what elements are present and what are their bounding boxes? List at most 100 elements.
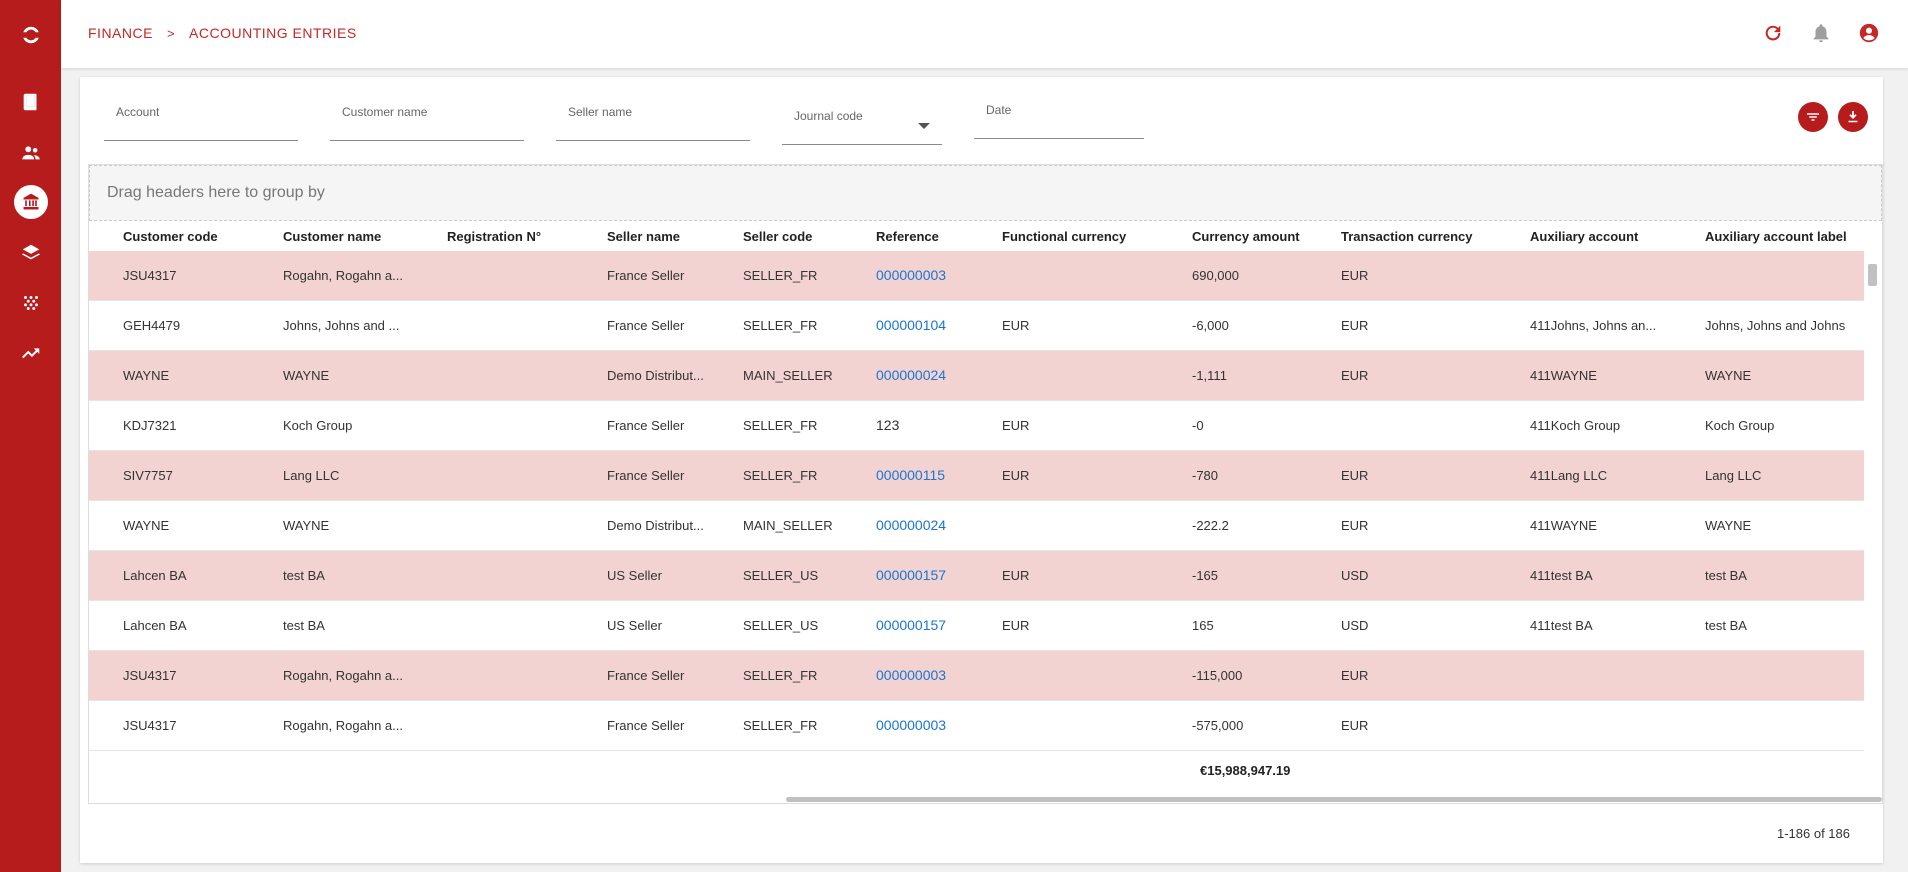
seller-name-filter-label: Seller name <box>568 105 633 119</box>
cell-transaction-currency: EUR <box>1341 718 1369 733</box>
cell-reference-link[interactable]: 000000104 <box>876 317 947 333</box>
cell-currency-amount: 690,000 <box>1192 268 1239 283</box>
column-header[interactable]: Seller code <box>743 229 813 244</box>
column-header[interactable]: Transaction currency <box>1341 229 1473 244</box>
cell-auxiliary-account: 411WAYNE <box>1530 518 1597 533</box>
cell-functional-currency: EUR <box>1002 318 1030 333</box>
table-row[interactable]: WAYNE WAYNE Demo Distribut... MAIN_SELLE… <box>89 351 1864 401</box>
cell-auxiliary-account-label: test BA <box>1705 618 1747 633</box>
cell-customer-code: JSU4317 <box>123 268 177 283</box>
cell-seller-name: Demo Distribut... <box>607 518 704 533</box>
account-icon[interactable] <box>1856 20 1882 46</box>
filters-bar: Account Customer name Seller name Journa… <box>80 77 1883 153</box>
table-row[interactable]: GEH4479 Johns, Johns and ... France Sell… <box>89 301 1864 351</box>
cell-customer-name: test BA <box>283 568 325 583</box>
column-header[interactable]: Seller name <box>607 229 680 244</box>
book-icon[interactable] <box>0 82 61 122</box>
cell-reference-link[interactable]: 000000003 <box>876 267 947 283</box>
column-header[interactable]: Auxiliary account <box>1530 229 1639 244</box>
table-row[interactable]: WAYNE WAYNE Demo Distribut... MAIN_SELLE… <box>89 501 1864 551</box>
cell-transaction-currency: USD <box>1341 568 1369 583</box>
chevron-down-icon[interactable] <box>918 123 930 129</box>
cell-functional-currency: EUR <box>1002 618 1030 633</box>
cell-currency-amount: -222.2 <box>1192 518 1229 533</box>
column-header[interactable]: Customer name <box>283 229 382 244</box>
column-header[interactable]: Registration N° <box>447 229 542 244</box>
bank-icon[interactable] <box>0 182 61 222</box>
cell-customer-code: KDJ7321 <box>123 418 177 433</box>
cell-auxiliary-account-label: Johns, Johns and Johns <box>1705 318 1846 333</box>
cell-seller-name: Demo Distribut... <box>607 368 704 383</box>
cell-seller-code: SELLER_FR <box>743 418 818 433</box>
cell-auxiliary-account: 411Koch Group <box>1530 418 1621 433</box>
cell-reference-link[interactable]: 000000003 <box>876 667 947 683</box>
cell-seller-code: SELLER_FR <box>743 668 818 683</box>
cell-currency-amount: 165 <box>1192 618 1214 633</box>
horizontal-scrollbar[interactable] <box>89 795 1882 803</box>
cell-customer-name: WAYNE <box>283 518 330 533</box>
cell-reference-link[interactable]: 000000115 <box>876 467 946 483</box>
table-row[interactable]: Lahcen BA test BA US Seller SELLER_US 00… <box>89 601 1864 651</box>
cell-customer-name: Rogahn, Rogahn a... <box>283 718 403 733</box>
layers-icon[interactable] <box>0 233 61 273</box>
table-row[interactable]: JSU4317 Rogahn, Rogahn a... France Selle… <box>89 651 1864 701</box>
cell-reference-link[interactable]: 000000157 <box>876 567 947 583</box>
breadcrumb-finance[interactable]: FINANCE <box>88 25 153 41</box>
cell-reference-link[interactable]: 000000024 <box>876 367 947 383</box>
refresh-icon[interactable] <box>1760 20 1786 46</box>
date-filter[interactable]: Date <box>974 99 1144 139</box>
cell-transaction-currency: EUR <box>1341 268 1369 283</box>
table-row[interactable]: JSU4317 Rogahn, Rogahn a... France Selle… <box>89 251 1864 301</box>
trending-up-icon[interactable] <box>0 333 61 373</box>
column-header[interactable]: Customer code <box>123 229 218 244</box>
cell-auxiliary-account: 411Johns, Johns an... <box>1530 318 1657 333</box>
table-header: Customer code Customer name Registration… <box>89 229 1864 251</box>
cell-currency-amount: -575,000 <box>1192 718 1244 733</box>
cell-reference-link[interactable]: 000000157 <box>876 617 947 633</box>
cell-customer-name: Koch Group <box>283 418 353 433</box>
cell-seller-name: France Seller <box>607 668 685 683</box>
cell-reference-link[interactable]: 000000003 <box>876 717 947 733</box>
cell-customer-code: JSU4317 <box>123 668 177 683</box>
account-filter-label: Account <box>116 105 160 119</box>
breadcrumb-separator: > <box>166 25 176 41</box>
cell-currency-amount: -165 <box>1192 568 1219 583</box>
table-row[interactable]: KDJ7321 Koch Group France Seller SELLER_… <box>89 401 1864 451</box>
filter-button[interactable] <box>1798 102 1828 132</box>
column-header[interactable]: Currency amount <box>1192 229 1300 244</box>
cell-auxiliary-account-label: Lang LLC <box>1705 468 1762 483</box>
breadcrumb-accounting-entries: ACCOUNTING ENTRIES <box>189 25 357 41</box>
download-icon <box>1848 111 1858 123</box>
cell-currency-amount: -115,000 <box>1192 668 1243 683</box>
top-bar: FINANCE > ACCOUNTING ENTRIES <box>61 0 1908 68</box>
cell-auxiliary-account: 411test BA <box>1530 618 1593 633</box>
cell-auxiliary-account-label: Koch Group <box>1705 418 1775 433</box>
customer-name-filter[interactable]: Customer name <box>330 101 524 141</box>
table-row[interactable]: SIV7757 Lang LLC France Seller SELLER_FR… <box>89 451 1864 501</box>
cell-customer-code: JSU4317 <box>123 718 177 733</box>
cell-transaction-currency: EUR <box>1341 518 1369 533</box>
cell-seller-name: US Seller <box>607 568 662 583</box>
horizontal-scrollbar-thumb[interactable] <box>786 797 1882 802</box>
vertical-scrollbar[interactable] <box>1868 264 1877 286</box>
people-icon[interactable] <box>0 133 61 173</box>
cell-seller-name: France Seller <box>607 418 685 433</box>
download-button[interactable] <box>1838 102 1868 132</box>
bell-icon[interactable] <box>1808 20 1834 46</box>
column-header[interactable]: Reference <box>876 229 939 244</box>
cell-seller-code: SELLER_FR <box>743 318 818 333</box>
account-filter[interactable]: Account <box>104 101 298 141</box>
scatter-icon[interactable] <box>0 283 61 323</box>
group-by-panel[interactable]: Drag headers here to group by <box>89 165 1882 221</box>
column-header[interactable]: Functional currency <box>1002 229 1127 244</box>
cell-customer-code: Lahcen BA <box>123 618 187 633</box>
cell-reference-link[interactable]: 000000024 <box>876 517 947 533</box>
cell-seller-code: SELLER_FR <box>743 468 818 483</box>
table-row[interactable]: Lahcen BA test BA US Seller SELLER_US 00… <box>89 551 1864 601</box>
table-row[interactable]: JSU4317 Rogahn, Rogahn a... France Selle… <box>89 701 1864 751</box>
journal-code-select[interactable]: Journal code <box>782 105 942 145</box>
column-header[interactable]: Auxiliary account label <box>1705 229 1847 244</box>
cell-seller-name: France Seller <box>607 718 685 733</box>
seller-name-filter[interactable]: Seller name <box>556 101 750 141</box>
logo-icon[interactable] <box>0 15 61 55</box>
